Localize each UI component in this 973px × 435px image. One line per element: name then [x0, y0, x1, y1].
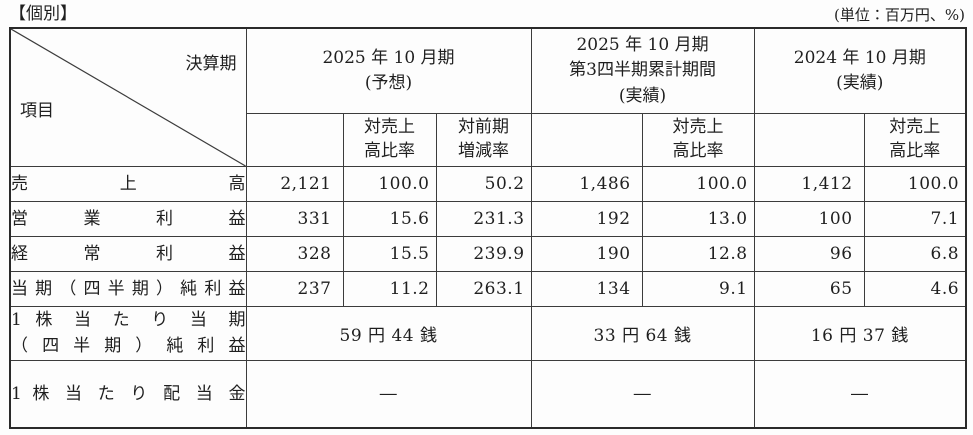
value-cell: 328: [245, 236, 344, 272]
change-cell: 263.1: [435, 271, 532, 307]
col-group-fy2025-q3-cumulative-actual: 2025 年 10 月期 第3四半期累計期間 (実績): [530, 27, 755, 114]
value-cell: 2,121: [245, 166, 344, 202]
row-label-net-income: 当 期 （ 四 半 期 ） 純 利 益: [9, 271, 247, 307]
value-cell: 65: [753, 271, 865, 307]
ratio-cell: 15.5: [342, 236, 437, 272]
subcol-yoy-change: 対前期 増減率: [435, 113, 532, 167]
row-dividend-per-share: 1 株 当 た り 配 当 金 ― ― ―: [9, 359, 967, 429]
section-label-non-consolidated: 【個別】: [9, 4, 77, 24]
ratio-cell: 7.1: [863, 201, 967, 237]
value-cell: 190: [530, 236, 643, 272]
change-cell: 231.3: [435, 201, 532, 237]
subcol-ratio-to-sales-fy2024: 対売上 高比率: [863, 113, 967, 167]
ratio-cell: 4.6: [863, 271, 967, 307]
row-ordinary-income: 経 常 利 益 328 15.5 239.9 190 12.8 96 6.8: [9, 236, 967, 272]
eps-forecast-cell: 59 円 44 銭: [245, 306, 532, 361]
ratio-cell: 11.2: [342, 271, 437, 307]
change-cell: 239.9: [435, 236, 532, 272]
eps-fy2024-cell: 16 円 37 銭: [753, 306, 967, 361]
ratio-cell: 12.8: [641, 236, 755, 272]
table-caption-row: 【個別】 (単位：百万円、%): [9, 3, 965, 25]
header-corner-cell: 決算期 項目: [9, 27, 247, 167]
row-operating-income: 営 業 利 益 331 15.6 231.3 192 13.0 100 7.1: [9, 201, 967, 237]
row-label-net-sales: 売 上 高: [9, 166, 247, 202]
ratio-cell: 100.0: [342, 166, 437, 202]
ratio-cell: 15.6: [342, 201, 437, 237]
value-cell: 237: [245, 271, 344, 307]
row-net-sales: 売 上 高 2,121 100.0 50.2 1,486 100.0 1,412…: [9, 166, 967, 202]
dividend-q3-cell: ―: [530, 359, 755, 429]
row-label-dividend-per-share: 1 株 当 た り 配 当 金: [9, 359, 247, 429]
ratio-cell: 6.8: [863, 236, 967, 272]
change-cell: 50.2: [435, 166, 532, 202]
corner-item-label: 項目: [20, 101, 54, 121]
ratio-cell: 9.1: [641, 271, 755, 307]
value-cell: 134: [530, 271, 643, 307]
value-cell: 1,486: [530, 166, 643, 202]
subcol-spacer: [530, 113, 643, 167]
value-cell: 192: [530, 201, 643, 237]
subcol-spacer: [245, 113, 344, 167]
row-label-earnings-per-share: 1 株 当 た り 当 期 （ 四 半 期 ） 純 利 益: [9, 306, 247, 361]
subcol-ratio-to-sales-forecast: 対売上 高比率: [342, 113, 437, 167]
financial-summary-table: 決算期 項目 2025 年 10 月期 (予想) 2025 年 10 月期 第3…: [9, 27, 968, 429]
content-area: 【個別】 (単位：百万円、%) 決算期 項目: [9, 3, 968, 429]
dividend-fy2024-cell: ―: [753, 359, 967, 429]
row-net-income: 当 期 （ 四 半 期 ） 純 利 益 237 11.2 263.1 134 9…: [9, 271, 967, 307]
row-label-ordinary-income: 経 常 利 益: [9, 236, 247, 272]
value-cell: 100: [753, 201, 865, 237]
diagonal-divider: [11, 29, 245, 166]
subcol-ratio-to-sales-q3: 対売上 高比率: [641, 113, 755, 167]
col-group-fy2024-actual: 2024 年 10 月期 (実績): [753, 27, 967, 114]
subcol-spacer: [753, 113, 865, 167]
column-group-header-row: 決算期 項目 2025 年 10 月期 (予想) 2025 年 10 月期 第3…: [9, 27, 967, 167]
corner-fiscal-term-label: 決算期: [185, 54, 237, 74]
eps-q3-cell: 33 円 64 銭: [530, 306, 755, 361]
col-group-fy2025-forecast: 2025 年 10 月期 (予想): [245, 27, 532, 114]
value-cell: 96: [753, 236, 865, 272]
unit-note: (単位：百万円、%): [834, 6, 965, 24]
dividend-forecast-cell: ―: [245, 359, 532, 429]
row-label-operating-income: 営 業 利 益: [9, 201, 247, 237]
ratio-cell: 13.0: [641, 201, 755, 237]
value-cell: 331: [245, 201, 344, 237]
row-earnings-per-share: 1 株 当 た り 当 期 （ 四 半 期 ） 純 利 益 59 円 44 銭 …: [9, 306, 967, 361]
ratio-cell: 100.0: [641, 166, 755, 202]
ratio-cell: 100.0: [863, 166, 967, 202]
value-cell: 1,412: [753, 166, 865, 202]
